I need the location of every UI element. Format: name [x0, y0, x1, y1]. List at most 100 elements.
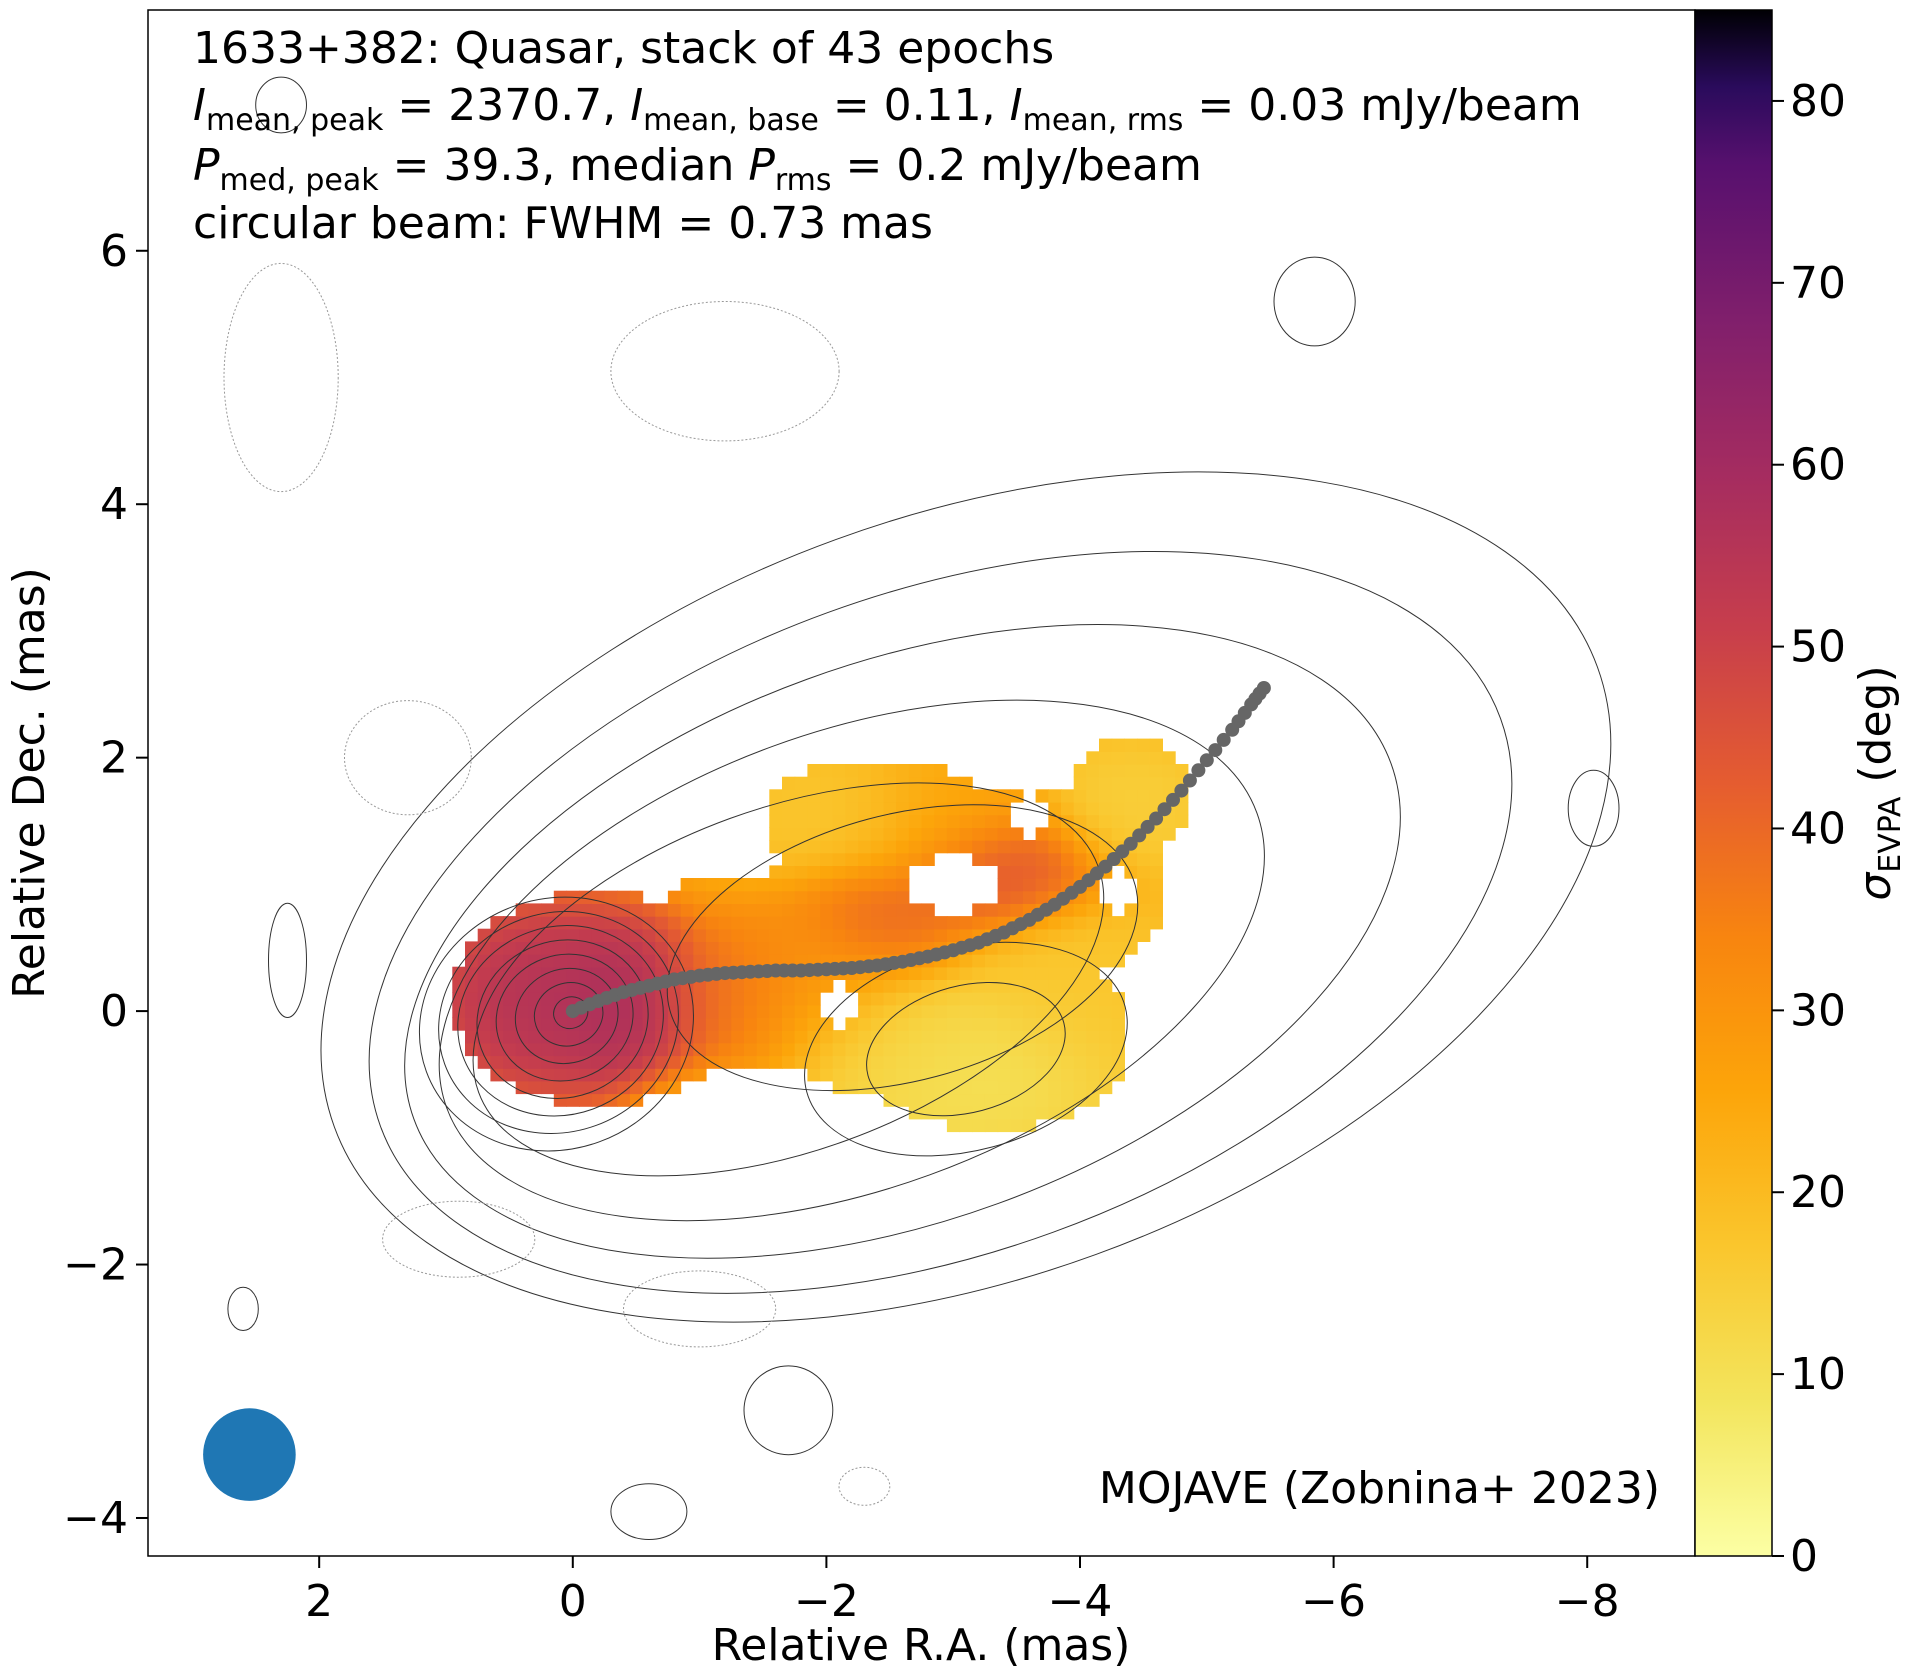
- evpa-pixel: [946, 814, 961, 828]
- evpa-pixel: [503, 992, 517, 1006]
- evpa-pixel: [705, 1042, 720, 1057]
- evpa-pixel: [1162, 776, 1176, 790]
- evpa-pixel: [541, 1055, 555, 1069]
- evpa-pixel: [858, 928, 872, 942]
- evpa-pixel: [756, 992, 770, 1006]
- evpa-pixel: [1124, 814, 1138, 828]
- evpa-pixel: [870, 979, 885, 993]
- evpa-pixel: [946, 827, 961, 841]
- ridgeline-point: [1199, 753, 1214, 768]
- title-segment: P: [748, 140, 775, 191]
- evpa-pixel: [1099, 954, 1113, 968]
- evpa-pixel: [1022, 1042, 1037, 1057]
- evpa-pixel: [617, 1068, 631, 1082]
- evpa-pixel: [959, 916, 973, 930]
- evpa-pixel: [845, 776, 859, 790]
- evpa-pixel: [1035, 1042, 1049, 1057]
- evpa-pixel: [718, 1004, 732, 1019]
- evpa-pixel: [629, 1068, 644, 1082]
- evpa-pixel: [1086, 1042, 1100, 1057]
- contour-negative: [382, 1200, 536, 1278]
- evpa-pixel: [820, 764, 834, 778]
- evpa-pixel: [604, 1080, 618, 1095]
- evpa-pixel: [1061, 802, 1075, 816]
- evpa-pixel: [1086, 916, 1100, 930]
- evpa-pixel: [655, 1030, 669, 1044]
- evpa-pixel: [807, 1030, 821, 1044]
- evpa-pixel: [769, 916, 783, 930]
- evpa-pixel: [896, 865, 910, 879]
- evpa-pixel: [934, 764, 948, 778]
- title-segment: I: [1010, 80, 1023, 131]
- evpa-pixel: [984, 1118, 999, 1133]
- evpa-pixel: [515, 1030, 529, 1044]
- evpa-pixel: [553, 1080, 568, 1095]
- evpa-pixel: [528, 979, 542, 993]
- evpa-pixel: [553, 979, 568, 993]
- evpa-pixel: [477, 954, 491, 968]
- evpa-pixel: [1111, 764, 1125, 778]
- evpa-pixel: [718, 954, 732, 968]
- evpa-pixel: [693, 903, 707, 917]
- evpa-pixel: [566, 941, 580, 955]
- evpa-pixel: [782, 1004, 796, 1019]
- evpa-pixel: [1124, 789, 1138, 803]
- evpa-pixel: [1073, 992, 1087, 1006]
- evpa-pixel: [883, 916, 897, 930]
- evpa-pixel: [490, 941, 504, 955]
- evpa-pixel: [934, 827, 948, 841]
- evpa-pixel: [896, 903, 910, 917]
- evpa-pixel: [1061, 966, 1075, 980]
- evpa-pixel: [452, 992, 466, 1006]
- evpa-pixel: [680, 1017, 694, 1031]
- evpa-pixel: [972, 1042, 986, 1057]
- evpa-pixel: [972, 954, 986, 968]
- colorbar-tick-label: 0: [1790, 1531, 1818, 1582]
- evpa-pixel: [807, 890, 821, 904]
- y-axis-ticks: −4 −2 0 2 4 6: [63, 226, 148, 1544]
- evpa-pixel: [921, 1042, 935, 1057]
- evpa-pixel: [832, 865, 846, 879]
- evpa-pixel: [883, 1093, 897, 1107]
- evpa-pixel: [1175, 802, 1189, 816]
- evpa-pixel: [528, 928, 542, 942]
- evpa-pixel: [1086, 776, 1100, 790]
- evpa-pixel: [972, 852, 986, 866]
- evpa-pixel: [769, 1055, 783, 1069]
- title-segment: mean, rms: [1023, 103, 1184, 138]
- evpa-pixel: [997, 1042, 1011, 1057]
- colorbar-label-unit: (deg): [1850, 665, 1901, 796]
- evpa-pixel: [490, 992, 504, 1006]
- evpa-pixel: [528, 966, 542, 980]
- beam-ellipse: [203, 1408, 296, 1501]
- evpa-pixel: [718, 979, 732, 993]
- evpa-pixel: [984, 1068, 999, 1082]
- evpa-pixel: [1035, 954, 1049, 968]
- evpa-pixel: [820, 1017, 834, 1031]
- evpa-pixel: [934, 1055, 948, 1069]
- evpa-pixel: [883, 1004, 897, 1019]
- evpa-pixel: [794, 814, 808, 828]
- evpa-pixel: [629, 1042, 644, 1057]
- evpa-pixel: [1022, 1118, 1037, 1133]
- evpa-pixel: [870, 840, 885, 854]
- colorbar-tick-label: 60: [1790, 440, 1846, 491]
- evpa-pixel: [946, 979, 961, 993]
- evpa-pixel: [984, 802, 999, 816]
- evpa-pixel: [794, 890, 808, 904]
- evpa-pixel: [629, 928, 644, 942]
- evpa-pixel: [1124, 802, 1138, 816]
- credit-label: MOJAVE (Zobnina+ 2023): [1099, 1463, 1660, 1514]
- evpa-pixel: [972, 827, 986, 841]
- evpa-pixel: [1073, 928, 1087, 942]
- evpa-pixel: [883, 827, 897, 841]
- evpa-pixel: [1073, 802, 1087, 816]
- contour-jet: [320, 471, 1612, 1323]
- evpa-pixel: [997, 890, 1011, 904]
- evpa-pixel: [769, 827, 783, 841]
- evpa-pixel: [756, 941, 770, 955]
- evpa-pixel: [744, 992, 758, 1006]
- evpa-pixel: [997, 1106, 1011, 1120]
- evpa-pixel: [1010, 1093, 1024, 1107]
- evpa-pixel: [997, 840, 1011, 854]
